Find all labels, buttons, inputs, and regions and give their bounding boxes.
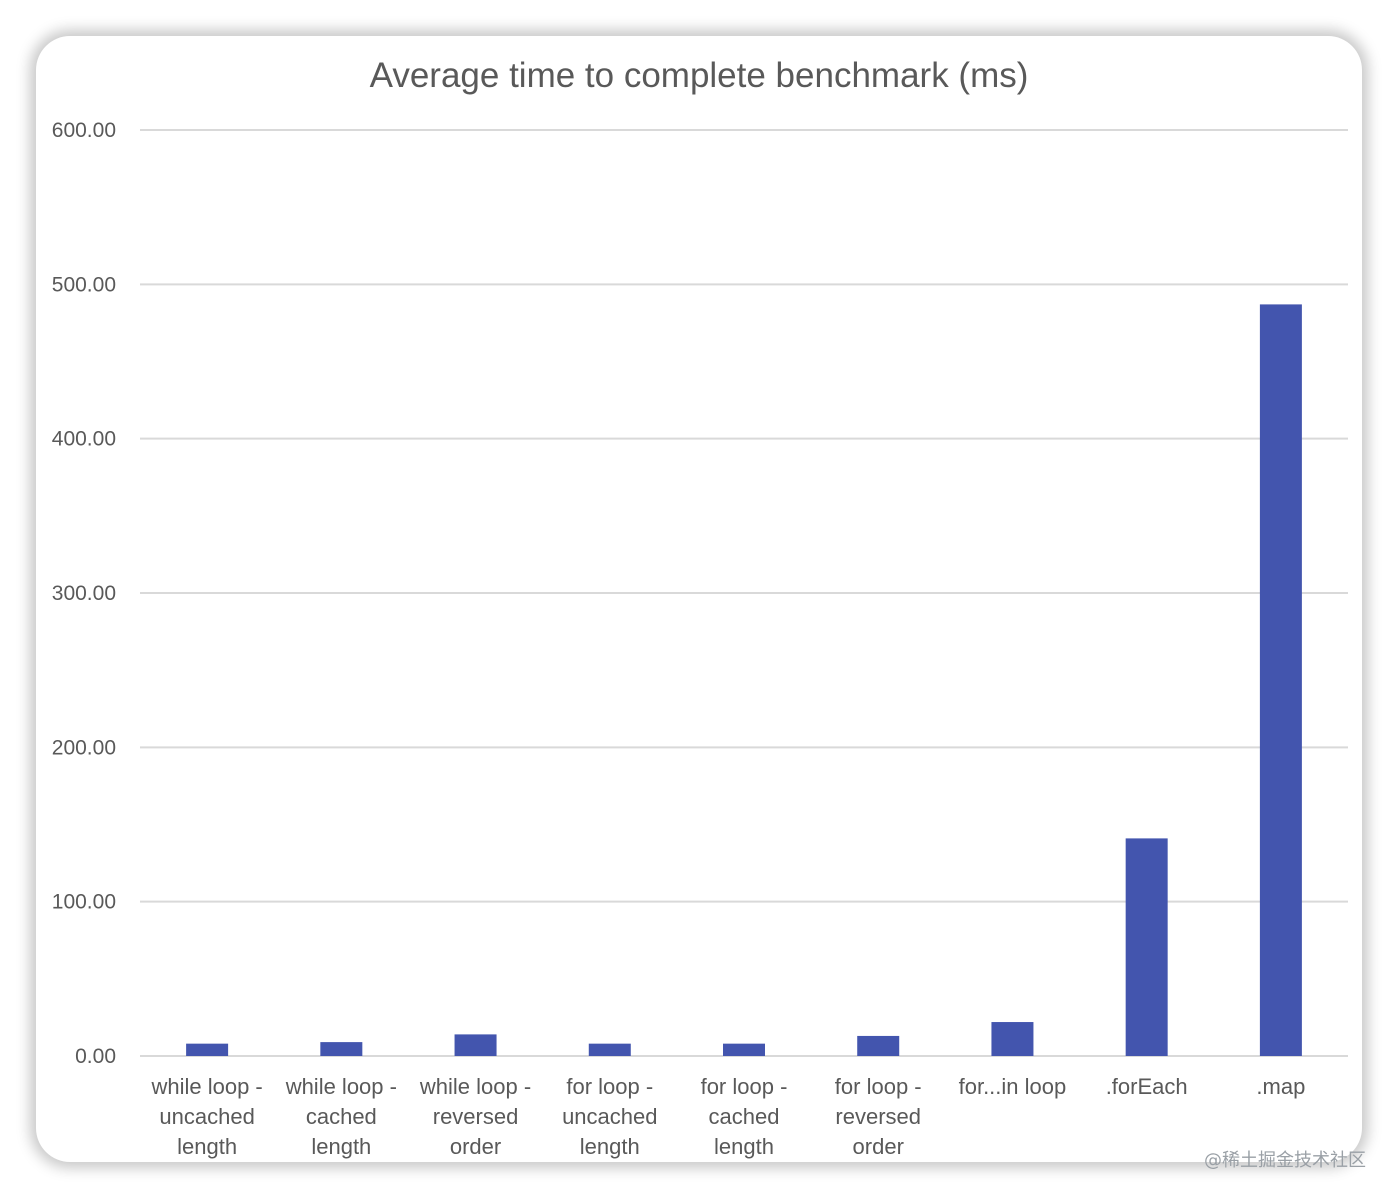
x-tick-label-line: while loop -	[150, 1074, 262, 1099]
x-tick-label: while loop - cached length	[285, 1074, 397, 1159]
y-tick-label: 600.00	[52, 119, 116, 142]
x-tick-label: while loop - uncached length	[150, 1074, 262, 1159]
x-tick-label: .map	[1256, 1074, 1305, 1099]
x-tick-label-line: for loop -	[566, 1074, 653, 1099]
x-tick-label: for loop - uncached length	[562, 1074, 657, 1159]
bar	[991, 1022, 1034, 1056]
x-tick-label-line: reversed	[433, 1104, 519, 1129]
bar	[1125, 838, 1168, 1056]
bar	[454, 1034, 497, 1056]
y-tick-label: 200.00	[52, 736, 116, 759]
watermark: @稀土掘金技术社区	[1204, 1150, 1366, 1171]
x-tick-label-line: length	[311, 1134, 371, 1159]
bar	[857, 1035, 900, 1056]
x-tick-label-line: cached	[306, 1104, 377, 1129]
y-tick-label: 300.00	[52, 582, 116, 605]
bar	[588, 1043, 631, 1056]
bar	[186, 1043, 229, 1056]
x-tick-label-line: for...in loop	[959, 1074, 1067, 1099]
x-tick-label-line: for loop -	[835, 1074, 922, 1099]
chart-card: Average time to complete benchmark (ms) …	[36, 36, 1362, 1162]
x-tick-label-line: while loop -	[285, 1074, 397, 1099]
x-tick-label: while loop - reversed order	[419, 1074, 531, 1159]
y-tick-label: 100.00	[52, 891, 116, 914]
y-tick-label: 0.00	[75, 1045, 116, 1068]
bar	[1259, 304, 1302, 1056]
bar	[320, 1042, 363, 1056]
bar	[723, 1043, 765, 1056]
x-tick-label-line: order	[450, 1134, 501, 1159]
x-tick-label-line: while loop -	[419, 1074, 531, 1099]
x-tick-label-line: cached	[709, 1104, 780, 1129]
chart-title: Average time to complete benchmark (ms)	[369, 56, 1029, 95]
x-tick-label-line: length	[177, 1134, 237, 1159]
x-tick-label: .forEach	[1106, 1074, 1188, 1099]
x-tick-label-line: reversed	[835, 1104, 921, 1129]
x-tick-label-line: for loop -	[701, 1074, 788, 1099]
x-tick-label: for loop - cached length	[701, 1074, 788, 1159]
x-tick-label: for loop - reversed order	[835, 1074, 922, 1159]
x-tick-label-line: .forEach	[1106, 1074, 1188, 1099]
x-tick-label-line: length	[714, 1134, 774, 1159]
y-tick-label: 500.00	[52, 273, 116, 296]
y-tick-label: 400.00	[52, 428, 116, 451]
bar-chart: 0.00 100.00 200.00 300.00 400.00 500.00 600.00…	[52, 119, 1348, 1159]
x-tick-label-line: length	[580, 1134, 640, 1159]
x-tick-label: for...in loop	[959, 1074, 1067, 1099]
x-tick-label-line: uncached	[159, 1104, 254, 1129]
x-tick-label-line: order	[853, 1134, 904, 1159]
x-tick-label-line: .map	[1256, 1074, 1305, 1099]
x-tick-label-line: uncached	[562, 1104, 657, 1129]
